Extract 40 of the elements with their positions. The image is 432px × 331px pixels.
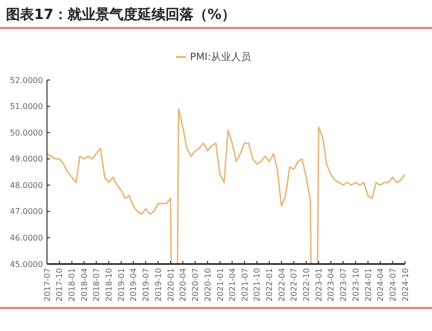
x-tick-label: 2022-10 (302, 268, 312, 302)
y-tick-label: 47.0000 (10, 207, 43, 216)
x-tick-label: 2023-01 (314, 268, 324, 302)
x-tick-label: 2019-10 (154, 268, 163, 302)
x-tick-label: 2023-04 (326, 268, 336, 302)
legend-label: PMI:从业人员 (190, 51, 251, 63)
y-tick-label: 49.0000 (10, 154, 43, 164)
x-tick-label: 2023-07 (338, 268, 348, 302)
y-tick-label: 45.0000 (10, 260, 43, 269)
x-tick-label: 2024-10 (400, 268, 410, 302)
x-tick-label: 2019-04 (129, 268, 138, 302)
x-tick-label: 2018-10 (104, 268, 114, 302)
y-tick-label: 48.0000 (10, 180, 43, 190)
y-tick-label: 46.0000 (10, 234, 43, 243)
x-tick-label: 2020-04 (178, 268, 188, 302)
x-tick-label: 2018-07 (92, 268, 102, 302)
x-tick-label: 2024-07 (388, 268, 398, 302)
y-tick-label: 51.0000 (10, 102, 43, 112)
x-tick-label: 2017-07 (42, 268, 52, 302)
x-tick-label: 2017-10 (55, 268, 64, 302)
x-tick-label: 2019-01 (116, 268, 126, 302)
x-tick-label: 2020-01 (166, 268, 176, 302)
x-tick-label: 2018-01 (68, 268, 77, 302)
x-tick-label: 2022-07 (290, 268, 299, 302)
x-tick-label: 2021-10 (252, 268, 262, 302)
x-tick-label: 2019-07 (141, 268, 150, 302)
x-tick-label: 2023-10 (351, 268, 360, 302)
x-tick-label: 2022-04 (277, 268, 286, 302)
x-tick-label: 2021-01 (216, 268, 225, 302)
x-tick-label: 2024-04 (376, 268, 386, 302)
y-tick-label: 50.0000 (10, 128, 43, 138)
x-tick-label: 2024-01 (364, 268, 373, 302)
x-tick-label: 2018-04 (80, 268, 89, 302)
x-tick-label: 2021-04 (228, 268, 237, 302)
y-tick-label: 52.0000 (10, 76, 43, 85)
x-tick-label: 2020-10 (203, 268, 212, 302)
x-tick-label: 2021-07 (240, 268, 250, 302)
chart-title: 图表17：就业景气度延续回落（%） (6, 6, 236, 23)
x-tick-label: 2022-01 (265, 268, 274, 302)
x-tick-label: 2020-07 (190, 268, 200, 302)
